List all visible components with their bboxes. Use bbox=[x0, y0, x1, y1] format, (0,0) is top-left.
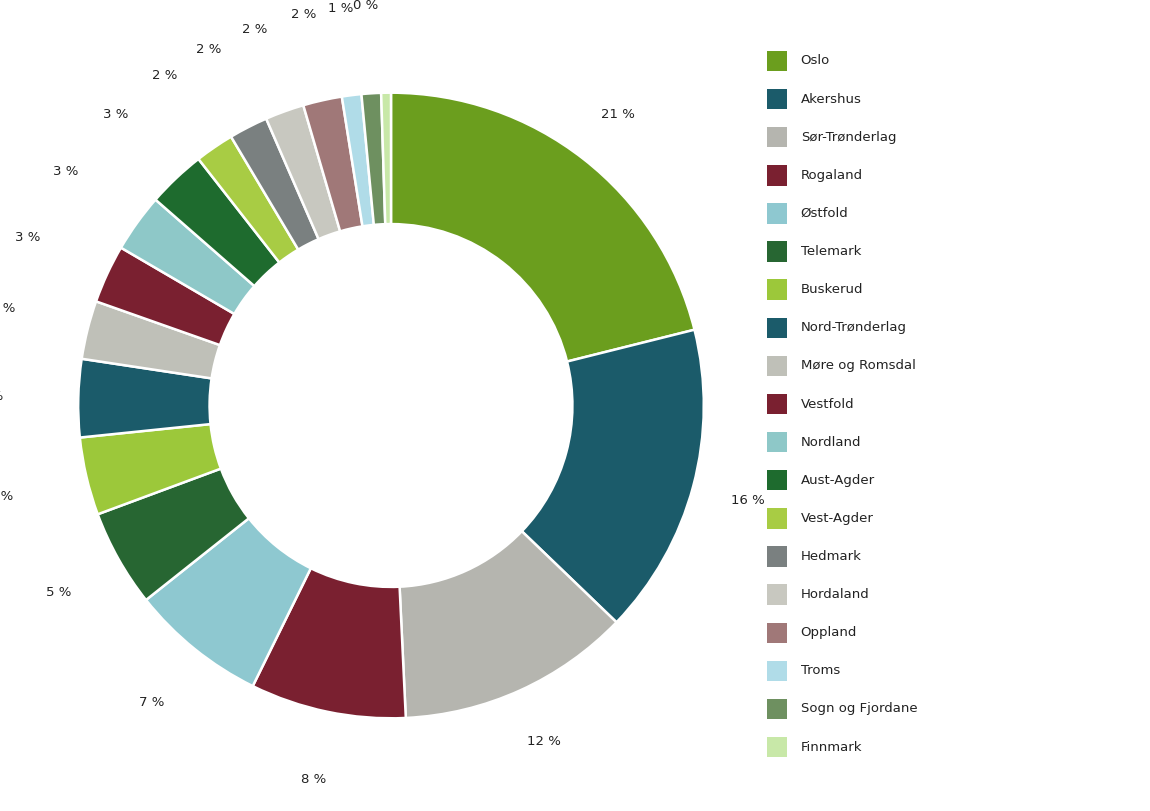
FancyBboxPatch shape bbox=[767, 127, 788, 148]
FancyBboxPatch shape bbox=[767, 661, 788, 681]
Text: Sør-Trønderlag: Sør-Trønderlag bbox=[800, 131, 896, 144]
Text: Nordland: Nordland bbox=[800, 436, 861, 448]
Text: 12 %: 12 % bbox=[527, 735, 560, 748]
Wedge shape bbox=[399, 531, 616, 718]
Wedge shape bbox=[381, 92, 391, 224]
Wedge shape bbox=[155, 159, 279, 286]
Wedge shape bbox=[98, 469, 248, 600]
Text: Nord-Trønderlag: Nord-Trønderlag bbox=[800, 321, 906, 334]
Text: 3 %: 3 % bbox=[0, 302, 15, 315]
Text: 4 %: 4 % bbox=[0, 389, 3, 402]
Wedge shape bbox=[522, 330, 704, 622]
Text: 3 %: 3 % bbox=[53, 165, 78, 178]
Text: Sogn og Fjordane: Sogn og Fjordane bbox=[800, 702, 918, 715]
FancyBboxPatch shape bbox=[767, 356, 788, 376]
Text: Akershus: Akershus bbox=[800, 92, 861, 105]
Wedge shape bbox=[304, 97, 362, 231]
Text: 8 %: 8 % bbox=[300, 773, 325, 786]
Text: Troms: Troms bbox=[800, 664, 840, 677]
Text: 5 %: 5 % bbox=[46, 586, 71, 599]
Text: 21 %: 21 % bbox=[601, 108, 635, 121]
FancyBboxPatch shape bbox=[767, 280, 788, 300]
Wedge shape bbox=[121, 200, 254, 314]
Wedge shape bbox=[199, 137, 298, 263]
Wedge shape bbox=[391, 92, 695, 362]
Wedge shape bbox=[82, 302, 220, 379]
FancyBboxPatch shape bbox=[767, 585, 788, 605]
FancyBboxPatch shape bbox=[767, 623, 788, 643]
FancyBboxPatch shape bbox=[767, 165, 788, 186]
Text: Rogaland: Rogaland bbox=[800, 169, 862, 182]
FancyBboxPatch shape bbox=[767, 51, 788, 71]
Text: 16 %: 16 % bbox=[730, 494, 765, 507]
Text: 2 %: 2 % bbox=[152, 68, 177, 82]
FancyBboxPatch shape bbox=[767, 547, 788, 567]
Wedge shape bbox=[78, 358, 212, 438]
FancyBboxPatch shape bbox=[767, 508, 788, 529]
FancyBboxPatch shape bbox=[767, 394, 788, 414]
Wedge shape bbox=[79, 424, 221, 514]
FancyBboxPatch shape bbox=[767, 204, 788, 224]
Text: Hedmark: Hedmark bbox=[800, 550, 861, 563]
Text: 3 %: 3 % bbox=[104, 108, 129, 121]
Text: Telemark: Telemark bbox=[800, 245, 861, 258]
Wedge shape bbox=[266, 105, 340, 239]
Text: 7 %: 7 % bbox=[139, 696, 164, 709]
Text: Buskerud: Buskerud bbox=[800, 283, 864, 296]
Text: Østfold: Østfold bbox=[800, 207, 849, 220]
Text: Finnmark: Finnmark bbox=[800, 740, 862, 753]
FancyBboxPatch shape bbox=[767, 89, 788, 109]
Wedge shape bbox=[253, 569, 406, 719]
Text: 4 %: 4 % bbox=[0, 490, 14, 503]
Text: Hordaland: Hordaland bbox=[800, 588, 869, 601]
Text: Oslo: Oslo bbox=[800, 54, 830, 67]
Text: 3 %: 3 % bbox=[15, 230, 40, 243]
FancyBboxPatch shape bbox=[767, 432, 788, 453]
Wedge shape bbox=[231, 118, 319, 250]
Text: Vestfold: Vestfold bbox=[800, 397, 854, 410]
Text: 2 %: 2 % bbox=[242, 23, 268, 36]
FancyBboxPatch shape bbox=[767, 699, 788, 719]
FancyBboxPatch shape bbox=[767, 470, 788, 491]
FancyBboxPatch shape bbox=[767, 737, 788, 757]
Text: 1 %: 1 % bbox=[328, 2, 353, 15]
Text: Oppland: Oppland bbox=[800, 626, 857, 639]
Text: 0 %: 0 % bbox=[353, 0, 378, 12]
Text: Vest-Agder: Vest-Agder bbox=[800, 512, 874, 525]
Wedge shape bbox=[146, 518, 310, 686]
Text: 2 %: 2 % bbox=[291, 8, 316, 21]
Wedge shape bbox=[361, 92, 385, 225]
Text: 2 %: 2 % bbox=[196, 43, 221, 56]
Wedge shape bbox=[97, 247, 235, 345]
Text: Møre og Romsdal: Møre og Romsdal bbox=[800, 359, 915, 372]
Wedge shape bbox=[342, 94, 374, 226]
FancyBboxPatch shape bbox=[767, 318, 788, 338]
Text: Aust-Agder: Aust-Agder bbox=[800, 474, 875, 487]
FancyBboxPatch shape bbox=[767, 242, 788, 262]
